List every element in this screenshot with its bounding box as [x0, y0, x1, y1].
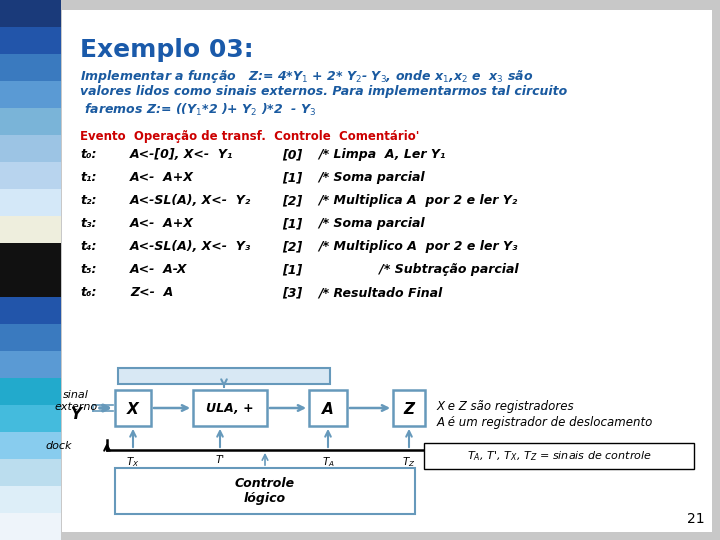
Text: A<-  A+X: A<- A+X: [130, 171, 194, 184]
Bar: [0, 378, 61, 405]
Text: T$_X$: T$_X$: [126, 455, 140, 469]
Text: Z<-  A: Z<- A: [130, 286, 174, 299]
Text: 21: 21: [688, 512, 705, 526]
Bar: [0, 162, 61, 189]
Text: ULA, +: ULA, +: [206, 402, 254, 415]
Bar: [0, 324, 61, 351]
Text: [2]: [2]: [282, 194, 302, 207]
Bar: [0, 189, 61, 216]
Text: t₃:: t₃:: [80, 217, 96, 230]
Text: /* Limpa  A, Ler Y₁: /* Limpa A, Ler Y₁: [318, 148, 446, 161]
Bar: [0, 270, 61, 297]
Text: /* Soma parcial: /* Soma parcial: [318, 217, 425, 230]
Bar: [0, 486, 61, 513]
Text: /* Soma parcial: /* Soma parcial: [318, 171, 425, 184]
Text: T$_A$, T', T$_X$, T$_Z$ = sinais de controle: T$_A$, T', T$_X$, T$_Z$ = sinais de cont…: [467, 449, 652, 463]
Bar: [0, 243, 61, 270]
Bar: [0, 513, 61, 540]
FancyBboxPatch shape: [424, 443, 694, 469]
Text: [1]: [1]: [282, 263, 302, 276]
Text: t₆:: t₆:: [80, 286, 96, 299]
Text: Exemplo 03:: Exemplo 03:: [80, 38, 253, 62]
Text: t₂:: t₂:: [80, 194, 96, 207]
Text: [1]: [1]: [282, 171, 302, 184]
Text: X e Z são registradores: X e Z são registradores: [437, 400, 575, 413]
Text: [0]: [0]: [282, 148, 302, 161]
Text: /* Resultado Final: /* Resultado Final: [318, 286, 442, 299]
Bar: [0, 432, 61, 459]
Text: /* Multiplico A  por 2 e ler Y₃: /* Multiplico A por 2 e ler Y₃: [318, 240, 518, 253]
FancyBboxPatch shape: [115, 390, 151, 426]
Text: T': T': [215, 455, 225, 465]
Text: [2]: [2]: [282, 240, 302, 253]
FancyBboxPatch shape: [115, 468, 415, 514]
Bar: [0, 108, 61, 135]
Text: A<-SL(A), X<-  Y₃: A<-SL(A), X<- Y₃: [130, 240, 251, 253]
Text: dock: dock: [45, 441, 72, 451]
FancyBboxPatch shape: [118, 368, 330, 384]
Text: valores lidos como sinais externos. Para implementarmos tal circuito: valores lidos como sinais externos. Para…: [80, 85, 567, 98]
FancyBboxPatch shape: [393, 390, 425, 426]
Bar: [0, 459, 61, 486]
Text: t₄:: t₄:: [80, 240, 96, 253]
Text: /* Multiplica A  por 2 e ler Y₂: /* Multiplica A por 2 e ler Y₂: [318, 194, 517, 207]
Text: T$_Z$: T$_Z$: [402, 455, 415, 469]
Text: A: A: [322, 402, 334, 416]
Text: Z: Z: [403, 402, 415, 416]
Bar: [0, 81, 61, 108]
Text: Implementar a função   Z:= 4*Y$_1$ + 2* Y$_2$- Y$_3$, onde x$_1$,x$_2$ e  x$_3$ : Implementar a função Z:= 4*Y$_1$ + 2* Y$…: [80, 68, 534, 85]
Text: faremos Z:= ((Y$_1$*2 )+ Y$_2$ )*2  - Y$_3$: faremos Z:= ((Y$_1$*2 )+ Y$_2$ )*2 - Y$_…: [80, 102, 317, 118]
Text: Y: Y: [71, 407, 81, 422]
Text: Evento  Operação de transf.  Controle  Comentário': Evento Operação de transf. Controle Come…: [80, 130, 419, 143]
Text: X: X: [127, 402, 139, 416]
Bar: [0, 0, 61, 27]
Text: [3]: [3]: [282, 286, 302, 299]
Text: A<-  A-X: A<- A-X: [130, 263, 187, 276]
Text: sinal
externo: sinal externo: [55, 390, 98, 411]
Bar: [0, 351, 61, 378]
Text: Controle
lógico: Controle lógico: [235, 477, 295, 505]
Text: t₅:: t₅:: [80, 263, 96, 276]
Bar: [0, 297, 61, 324]
Text: T$_A$: T$_A$: [322, 455, 335, 469]
Text: t₁:: t₁:: [80, 171, 96, 184]
Bar: [0, 54, 61, 81]
Bar: [0, 216, 61, 243]
FancyBboxPatch shape: [193, 390, 267, 426]
Text: A<-[0], X<-  Y₁: A<-[0], X<- Y₁: [130, 148, 233, 161]
FancyBboxPatch shape: [309, 390, 347, 426]
Bar: [0, 405, 61, 432]
Text: /* Subtração parcial: /* Subtração parcial: [318, 263, 518, 276]
Bar: [0, 135, 61, 162]
Text: A<-  A+X: A<- A+X: [130, 217, 194, 230]
Text: [1]: [1]: [282, 217, 302, 230]
Bar: [0, 27, 61, 54]
Text: A é um registrador de deslocamento: A é um registrador de deslocamento: [437, 416, 653, 429]
Text: t₀:: t₀:: [80, 148, 96, 161]
Text: A<-SL(A), X<-  Y₂: A<-SL(A), X<- Y₂: [130, 194, 251, 207]
